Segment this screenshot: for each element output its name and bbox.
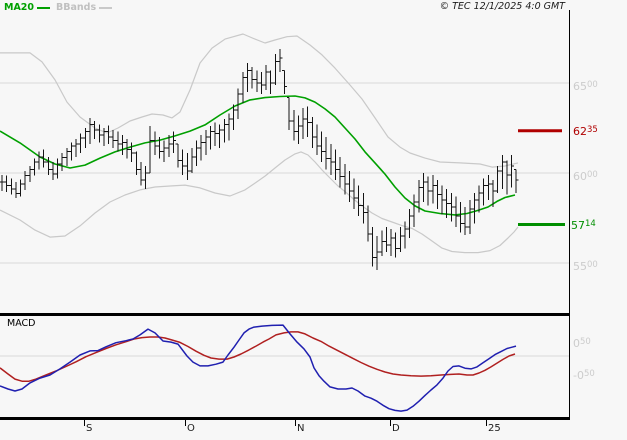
copyright-text: © TEC 12/1/2025 4:0 GMT xyxy=(439,1,565,12)
price-label-6500: 6500 xyxy=(573,80,598,93)
ma20-line-swatch-icon xyxy=(37,6,51,9)
ohlc-bars xyxy=(0,48,519,271)
price-label-6000: 6000 xyxy=(573,170,598,183)
x-tick-label-september: S xyxy=(86,423,93,434)
price-label-6235-resistance: 6235 xyxy=(573,125,598,138)
bollinger-upper-band-line xyxy=(0,33,519,168)
bollinger-lower-band-line xyxy=(0,151,519,254)
macd-signal-line xyxy=(0,331,516,382)
macd-label-plus050: 050 xyxy=(573,337,591,350)
macd-line xyxy=(0,324,517,412)
bbands-legend-label: BBands xyxy=(56,2,97,13)
x-tick-label-october: O xyxy=(187,423,195,434)
ma20-legend-item: MA20 xyxy=(4,2,51,13)
price-label-5500: 5500 xyxy=(573,260,598,273)
x-tick-label-2025: 25 xyxy=(488,423,501,434)
bbands-legend-item: BBands xyxy=(56,2,113,13)
bbands-line-swatch-icon xyxy=(99,6,113,9)
ma20-line xyxy=(0,95,516,216)
ma20-legend-label: MA20 xyxy=(4,2,35,13)
x-tick-label-november: N xyxy=(297,423,305,434)
x-tick-label-december: D xyxy=(392,423,400,434)
macd-label-minus050: -050 xyxy=(573,369,595,382)
legend: MA20 BBands xyxy=(4,2,113,13)
price-label-5714-support: 5714 xyxy=(571,219,596,232)
macd-pane-title: MACD xyxy=(7,318,36,329)
